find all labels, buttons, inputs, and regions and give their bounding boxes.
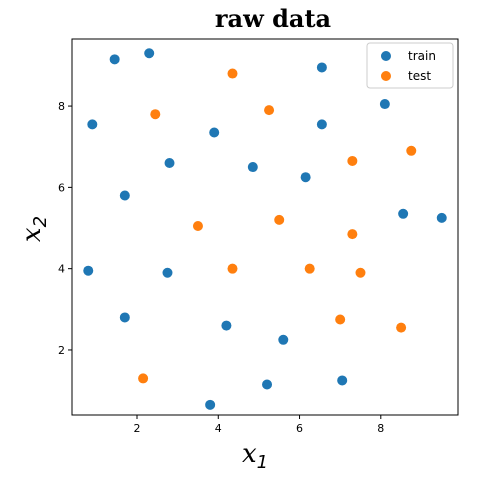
- point-test: [396, 322, 407, 333]
- point-test: [227, 68, 238, 79]
- data-points: [83, 48, 447, 410]
- point-test: [406, 145, 417, 156]
- x-tick-label: 8: [377, 422, 384, 435]
- legend-marker-test: [381, 71, 391, 81]
- point-train: [83, 265, 94, 276]
- y-tick-label: 4: [58, 263, 65, 276]
- point-train: [337, 375, 348, 386]
- point-test: [264, 105, 275, 116]
- legend-label-test: test: [408, 69, 431, 83]
- point-train: [87, 119, 98, 130]
- point-test: [227, 263, 238, 274]
- point-test: [274, 214, 285, 225]
- point-train: [205, 399, 216, 410]
- point-test: [355, 267, 366, 278]
- point-test: [347, 155, 358, 166]
- point-train: [316, 62, 327, 73]
- point-train: [278, 334, 289, 345]
- legend-label-train: train: [408, 49, 436, 63]
- point-train: [316, 119, 327, 130]
- legend-marker-train: [381, 51, 391, 61]
- point-train: [119, 312, 130, 323]
- point-train: [221, 320, 232, 331]
- point-test: [335, 314, 346, 325]
- point-train: [144, 48, 155, 59]
- y-axis-label: x2: [17, 216, 51, 242]
- chart-title: raw data: [215, 4, 331, 33]
- y-tick-label: 6: [58, 181, 65, 194]
- plot-area: [71, 38, 459, 416]
- y-tick-label: 8: [58, 100, 65, 113]
- x-tick-label: 2: [134, 422, 141, 435]
- point-train: [262, 379, 273, 390]
- point-train: [209, 127, 220, 138]
- point-train: [119, 190, 130, 201]
- point-test: [192, 220, 203, 231]
- point-train: [247, 162, 258, 173]
- point-train: [436, 212, 447, 223]
- x-tick-label: 4: [215, 422, 222, 435]
- point-test: [347, 229, 358, 240]
- point-train: [162, 267, 173, 278]
- legend: train test: [366, 42, 454, 89]
- point-test: [150, 109, 161, 120]
- point-train: [300, 172, 311, 183]
- point-test: [304, 263, 315, 274]
- point-train: [379, 99, 390, 110]
- point-train: [109, 54, 120, 65]
- axis-ticks: 2 4 6 8 2 4 6 8: [58, 100, 384, 435]
- x-axis-label: x1: [242, 439, 268, 473]
- point-test: [138, 373, 149, 384]
- point-train: [164, 157, 175, 168]
- x-tick-label: 6: [296, 422, 303, 435]
- y-tick-label: 2: [58, 344, 65, 357]
- point-train: [398, 208, 409, 219]
